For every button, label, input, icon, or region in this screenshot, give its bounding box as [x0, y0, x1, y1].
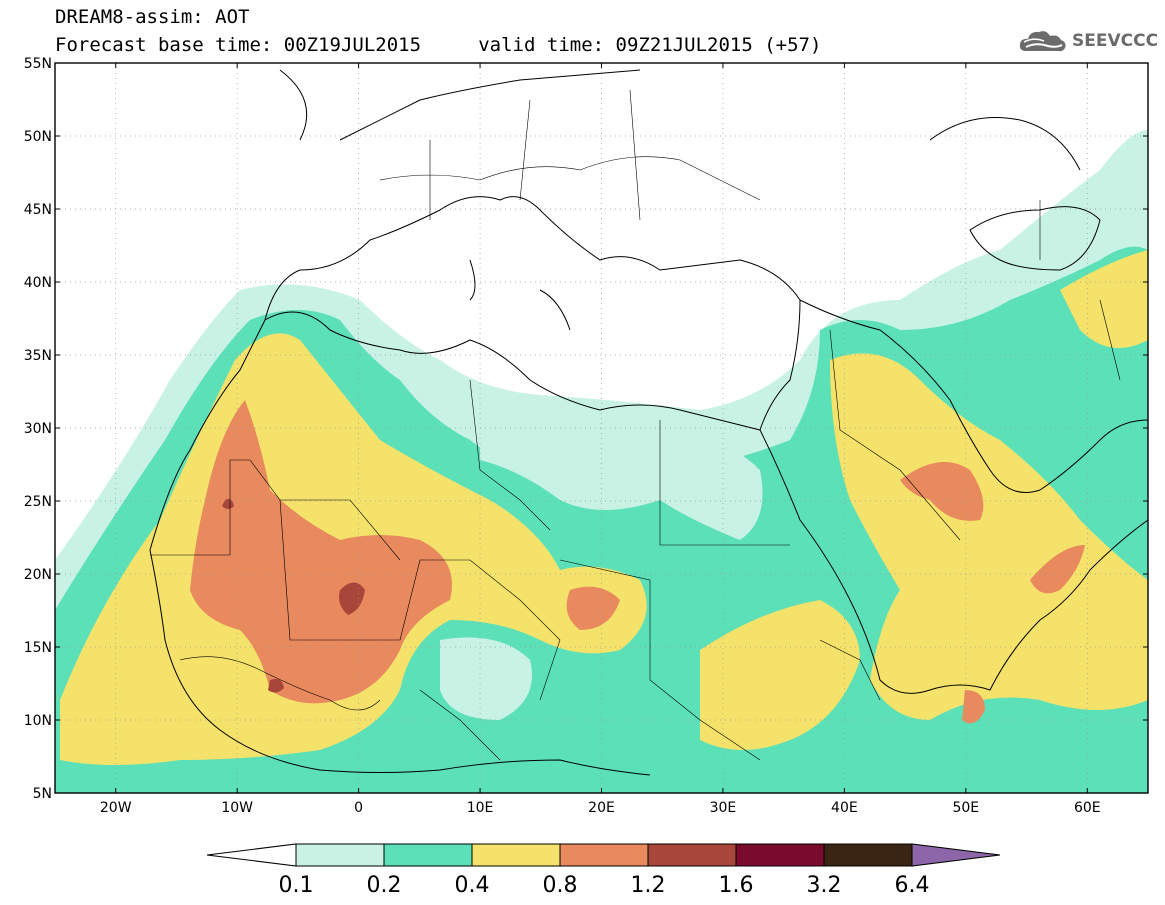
contour-0.8-1.2 [190, 400, 452, 704]
x-tick-label: 10E [467, 800, 494, 816]
y-tick-label: 40N [24, 275, 52, 291]
x-tick-label: 0 [354, 800, 363, 816]
map-grid [55, 63, 1148, 793]
colorbar-swatch [823, 843, 913, 867]
y-tick-label: 10N [24, 713, 52, 729]
seevccc-logo: SEEVCCC [1018, 27, 1158, 55]
contour-1.2-1.6 [339, 582, 365, 615]
axis-ticks: 20W 10W 0 10E 20E 30E 40E 50E 60E 5N 10N 15N 20N 25N 3… [24, 56, 1148, 816]
colorbar-level-label: 0.4 [455, 873, 490, 898]
x-tick-label: 60E [1074, 800, 1101, 816]
colorbar-swatch [735, 843, 825, 867]
colorbar-level-label: 0.2 [367, 873, 402, 898]
country-borders [150, 89, 1121, 761]
y-tick-label: 45N [24, 202, 52, 218]
coastlines [149, 69, 1148, 776]
chart-title: DREAM8-assim: AOT [55, 6, 250, 28]
y-tick-label: 15N [24, 640, 52, 656]
colorbar-swatch [383, 843, 473, 867]
colorbar-level-label: 1.2 [631, 873, 666, 898]
colorbar-swatch [295, 843, 385, 867]
x-tick-label: 10W [221, 800, 253, 816]
y-tick-label: 35N [24, 348, 52, 364]
y-tick-label: 50N [24, 129, 52, 145]
y-tick-label: 20N [24, 567, 52, 583]
colorbar-high-arrow [911, 843, 1001, 867]
colorbar-level-label: 3.2 [807, 873, 842, 898]
y-tick-label: 30N [24, 421, 52, 437]
y-tick-label: 5N [33, 786, 52, 802]
colorbar-swatch [647, 843, 737, 867]
colorbar: 0.1 0.2 0.4 0.8 1.2 1.6 3.2 6.4 [206, 843, 1001, 898]
colorbar-level-label: 0.8 [543, 873, 578, 898]
colorbar-level-label: 0.1 [279, 873, 314, 898]
colorbar-level-label: 1.6 [719, 873, 754, 898]
x-tick-label: 20E [588, 800, 615, 816]
x-tick-label: 20W [100, 800, 132, 816]
x-tick-label: 40E [831, 800, 858, 816]
colorbar-swatch [471, 843, 561, 867]
cloud-icon [1019, 31, 1066, 52]
y-tick-label: 55N [24, 56, 52, 72]
colorbar-swatch [559, 843, 649, 867]
x-tick-label: 30E [710, 800, 737, 816]
colorbar-low-arrow [206, 843, 297, 867]
colorbar-level-label: 6.4 [895, 873, 930, 898]
forecast-time-line: Forecast base time: 00Z19JUL2015 valid t… [55, 34, 822, 56]
logo-text: SEEVCCC [1072, 31, 1159, 51]
x-tick-label: 50E [952, 800, 979, 816]
y-tick-label: 25N [24, 494, 52, 510]
